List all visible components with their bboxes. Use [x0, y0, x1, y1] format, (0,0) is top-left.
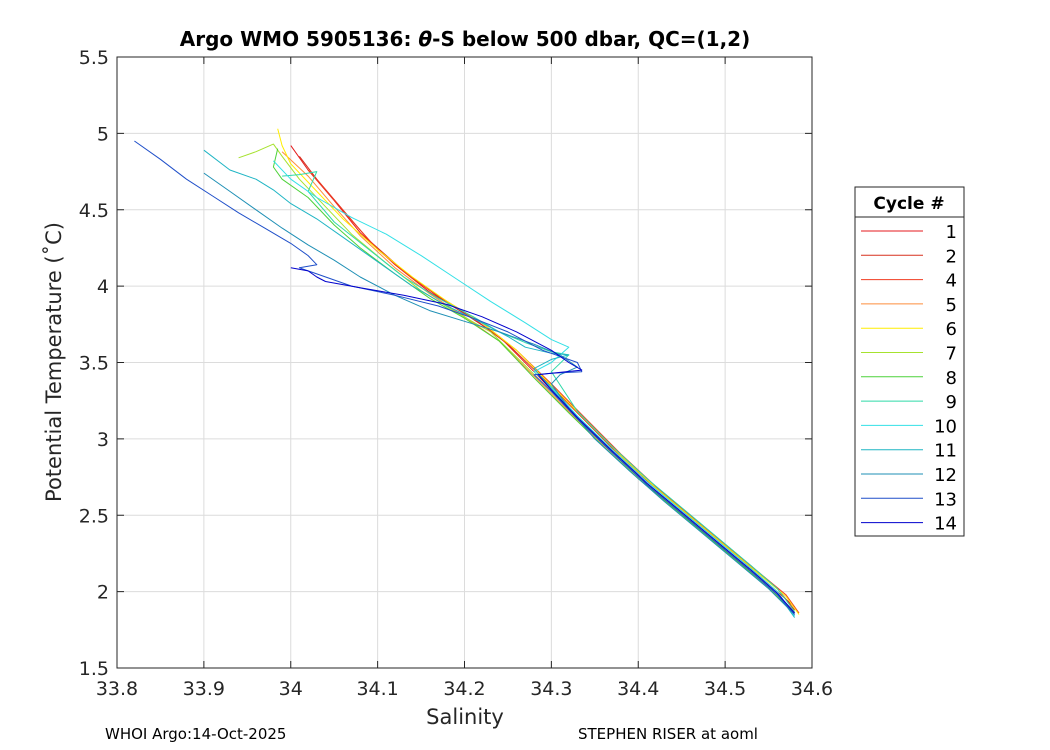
legend-label-cycle-13: 13	[934, 489, 957, 510]
series-line-cycle-10	[273, 160, 796, 617]
series-lines	[134, 128, 800, 618]
x-tick-label: 33.8	[96, 678, 138, 700]
series-line-cycle-14	[290, 267, 795, 614]
y-tick-label: 3.5	[79, 353, 109, 375]
legend-label-cycle-2: 2	[946, 246, 957, 267]
series-line-cycle-8	[272, 148, 795, 614]
chart-title: Argo WMO 5905136: θ-S below 500 dbar, QC…	[180, 27, 750, 51]
y-tick-label: 4	[97, 276, 109, 298]
legend-label-cycle-9: 9	[946, 392, 957, 413]
y-tick-label: 2.5	[79, 505, 109, 527]
x-tick-label: 33.9	[183, 678, 225, 700]
footer-credit-left: WHOI Argo:14-Oct-2025	[105, 725, 287, 743]
legend-label-cycle-14: 14	[934, 514, 957, 535]
x-tick-label: 34.5	[704, 678, 746, 700]
series-line-cycle-7	[238, 143, 795, 614]
x-tick-label: 34	[279, 678, 303, 700]
legend-label-cycle-1: 1	[946, 222, 957, 243]
x-tick-label: 34.3	[530, 678, 572, 700]
footer-credit-right: STEPHEN RISER at aoml	[578, 725, 758, 743]
x-tick-label: 34.2	[443, 678, 485, 700]
y-tick-label: 3	[97, 429, 109, 451]
legend-box	[854, 186, 965, 537]
series-line-cycle-11	[203, 149, 796, 618]
legend-label-cycle-5: 5	[946, 295, 957, 316]
y-tick-label: 4.5	[79, 200, 109, 222]
chart-title-prefix: Argo WMO 5905136:	[180, 27, 419, 51]
x-tick-label: 34.6	[791, 678, 833, 700]
legend-label-cycle-10: 10	[934, 416, 957, 437]
x-tick-label: 34.1	[356, 678, 398, 700]
grid-lines	[116, 56, 813, 669]
y-tick-label: 2	[97, 582, 109, 604]
y-axis-label: Potential Temperature (˚C)	[42, 222, 66, 502]
series-line-cycle-13	[134, 140, 795, 615]
legend-title: Cycle #	[873, 194, 944, 214]
legend-label-cycle-11: 11	[934, 441, 957, 462]
legend-label-cycle-12: 12	[934, 465, 957, 486]
chart-title-theta: θ	[418, 27, 432, 51]
y-tick-label: 5.5	[79, 47, 109, 69]
x-axis-label: Salinity	[426, 705, 504, 729]
legend-label-cycle-7: 7	[946, 344, 957, 365]
legend-label-cycle-6: 6	[946, 319, 957, 340]
x-tick-label: 34.4	[617, 678, 659, 700]
chart-title-suffix: -S below 500 dbar, QC=(1,2)	[432, 27, 750, 51]
legend-label-cycle-4: 4	[946, 271, 957, 292]
legend-label-cycle-8: 8	[946, 368, 957, 389]
series-line-cycle-12	[203, 172, 795, 615]
axis-ticks: 33.8 33.9 34 34.1 34.2 34.3 34.4 34.5 34.61.522.…	[79, 47, 833, 700]
y-tick-label: 1.5	[79, 658, 109, 680]
series-line-cycle-9	[282, 171, 795, 612]
series-line-cycle-6	[277, 128, 800, 615]
y-tick-label: 5	[97, 123, 109, 145]
